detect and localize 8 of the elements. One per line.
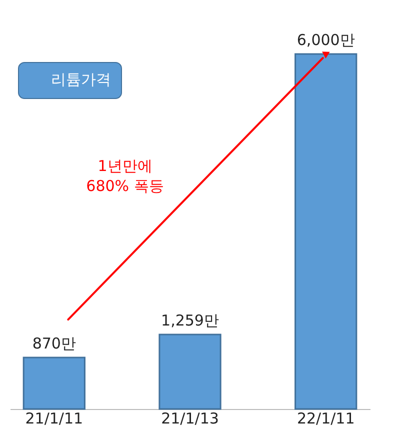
- annotation: 1년만에 680% 폭등: [86, 157, 164, 195]
- x-tick-label: 22/1/11: [296, 410, 355, 428]
- x-tick-label: 21/1/11: [25, 410, 84, 428]
- x-tick-label: 21/1/13: [161, 410, 219, 428]
- data-label: 870만: [32, 334, 76, 353]
- data-label: 1,259만: [161, 312, 219, 330]
- text: 리튬가격: [51, 70, 111, 88]
- data-label: 6,000만: [296, 31, 355, 49]
